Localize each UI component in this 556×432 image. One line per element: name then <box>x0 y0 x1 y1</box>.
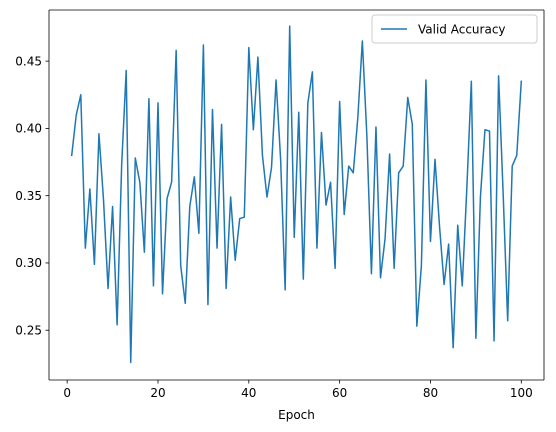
axes-layer <box>48 9 545 381</box>
x-tick-label: 60 <box>332 386 347 400</box>
x-tick-label: 0 <box>63 386 71 400</box>
x-tick-label: 40 <box>241 386 256 400</box>
legend-label-valid-accuracy: Valid Accuracy <box>418 23 506 37</box>
legend-box <box>371 14 538 44</box>
x-tick-label: 100 <box>510 386 533 400</box>
y-tick-label: 0.40 <box>15 122 42 136</box>
x-ticks: 0 20 40 60 80 100 <box>63 380 533 400</box>
x-tick-label: 20 <box>150 386 165 400</box>
y-ticks: 0.25 0.30 0.35 0.40 0.45 <box>15 54 49 337</box>
y-tick-label: 0.45 <box>15 54 42 68</box>
legend: Valid Accuracy <box>371 14 538 44</box>
y-tick-label: 0.25 <box>15 323 42 337</box>
series-line-valid-accuracy <box>70 25 523 364</box>
y-tick-label: 0.30 <box>15 256 42 270</box>
x-axis-label: Epoch <box>278 408 315 422</box>
x-tick-label: 80 <box>423 386 438 400</box>
series-layer <box>70 25 523 364</box>
y-tick-label: 0.35 <box>15 189 42 203</box>
